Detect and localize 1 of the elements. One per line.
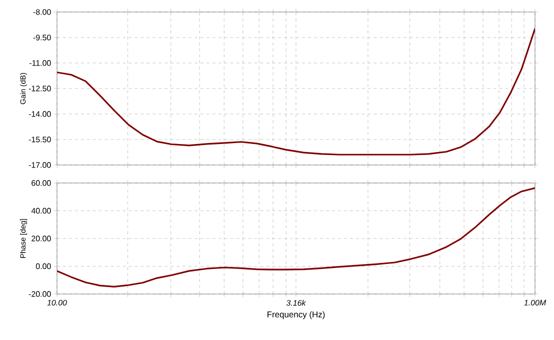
x-axis-title: Frequency (Hz) <box>268 311 325 320</box>
